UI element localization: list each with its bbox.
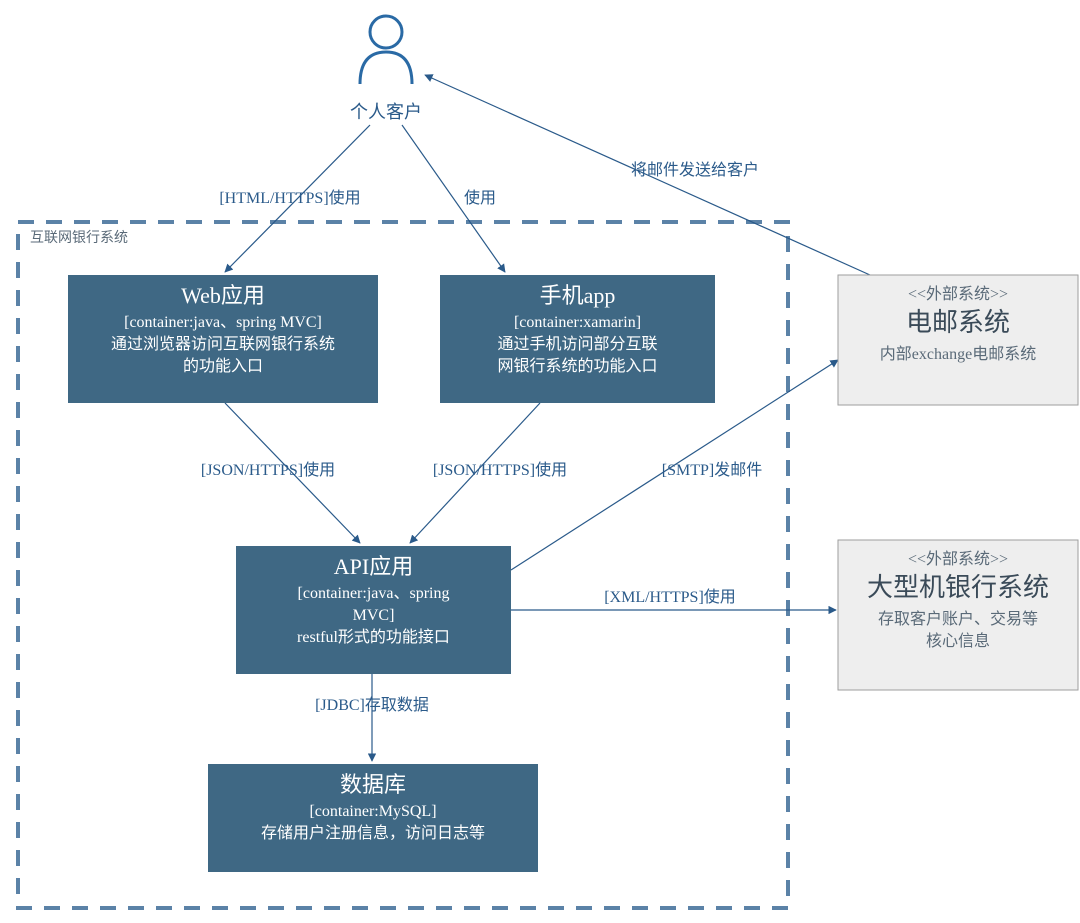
external-email-title: 电邮系统 <box>906 308 1010 337</box>
node-api-title: API应用 <box>334 554 413 579</box>
svg-text:互联网银行系统: 互联网银行系统 <box>30 230 128 246</box>
svg-text:[HTML/HTTPS]使用: [HTML/HTTPS]使用 <box>219 189 360 207</box>
svg-text:<<外部系统>>: <<外部系统>> <box>908 285 1008 303</box>
svg-text:[SMTP]发邮件: [SMTP]发邮件 <box>662 461 762 479</box>
svg-text:核心信息: 核心信息 <box>926 632 990 650</box>
svg-text:网银行系统的功能入口: 网银行系统的功能入口 <box>497 357 657 375</box>
svg-text:存取客户账户、交易等: 存取客户账户、交易等 <box>878 610 1038 628</box>
svg-text:通过浏览器访问互联网银行系统: 通过浏览器访问互联网银行系统 <box>111 335 335 353</box>
svg-text:[JSON/HTTPS]使用: [JSON/HTTPS]使用 <box>201 461 335 479</box>
svg-text:restful形式的功能接口: restful形式的功能接口 <box>297 628 450 646</box>
actor-person <box>360 16 412 84</box>
svg-text:[container:java、spring MVC]: [container:java、spring MVC] <box>124 314 322 331</box>
svg-text:使用: 使用 <box>464 189 496 207</box>
external-email: <<外部系统>> 电邮系统内部exchange电邮系统 <box>838 275 1078 405</box>
external-mainframe-title: 大型机银行系统 <box>867 573 1049 602</box>
svg-text:内部exchange电邮系统: 内部exchange电邮系统 <box>880 345 1036 363</box>
svg-text:MVC]: MVC] <box>353 607 395 624</box>
svg-text:存储用户注册信息，访问日志等: 存储用户注册信息，访问日志等 <box>261 824 485 842</box>
svg-text:个人客户: 个人客户 <box>350 102 422 122</box>
svg-text:[container:java、spring: [container:java、spring <box>298 585 450 602</box>
svg-text:[container:xamarin]: [container:xamarin] <box>514 314 641 331</box>
svg-text:[JSON/HTTPS]使用: [JSON/HTTPS]使用 <box>433 461 567 479</box>
node-mobile: 手机app [container:xamarin] 通过手机访问部分互联网银行系统的… <box>440 275 715 403</box>
node-mobile-title: 手机app <box>540 283 616 308</box>
node-db-title: 数据库 <box>340 772 406 797</box>
architecture-diagram: 互联网银行系统 [HTML/HTTPS]使用 使用 [JSON/HTTPS]使用 [JS… <box>0 0 1080 923</box>
svg-text:<<外部系统>>: <<外部系统>> <box>908 550 1008 568</box>
node-web: Web应用 [container:java、spring MVC] 通过浏览器访问互… <box>68 275 378 403</box>
svg-text:通过手机访问部分互联: 通过手机访问部分互联 <box>497 335 657 353</box>
svg-text:[container:MySQL]: [container:MySQL] <box>309 803 436 820</box>
svg-text:[XML/HTTPS]使用: [XML/HTTPS]使用 <box>604 588 736 606</box>
node-api: API应用 [container:java、spring MVC] restful形式… <box>236 546 511 674</box>
external-mainframe: <<外部系统>> 大型机银行系统存取客户账户、交易等核心信息 <box>838 540 1078 690</box>
svg-text:[JDBC]存取数据: [JDBC]存取数据 <box>315 696 429 714</box>
svg-text:将邮件发送给客户: 将邮件发送给客户 <box>631 161 759 179</box>
node-db: 数据库 [container:MySQL] 存储用户注册信息，访问日志等 <box>208 764 538 872</box>
node-web-title: Web应用 <box>181 283 265 308</box>
svg-text:的功能入口: 的功能入口 <box>183 357 263 375</box>
